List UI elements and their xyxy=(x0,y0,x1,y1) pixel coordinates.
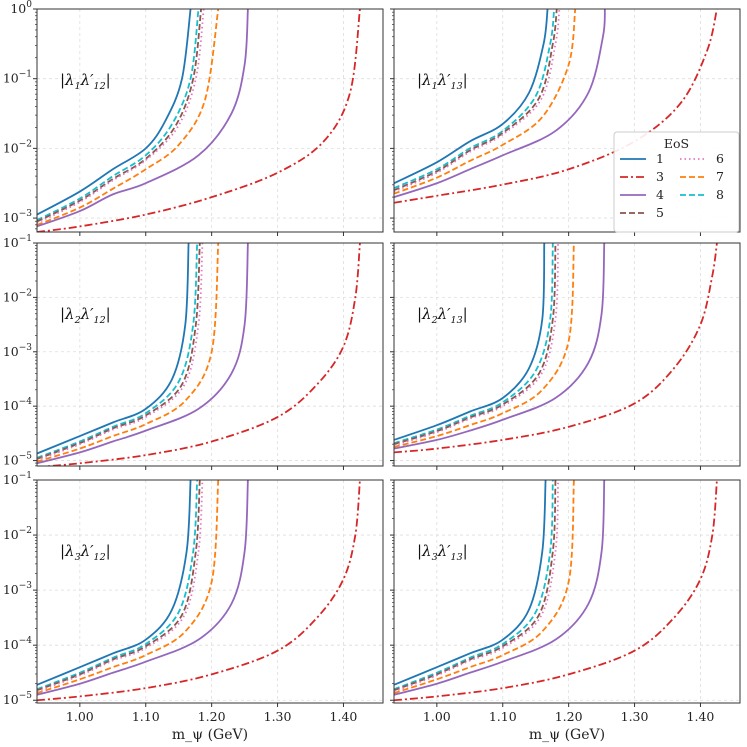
panel-frame xyxy=(393,8,741,233)
series-line-eos-8 xyxy=(37,9,200,221)
panel-label: |λ3λ′13| xyxy=(417,542,468,563)
legend-title: EoS xyxy=(664,136,689,151)
series-line-eos-3 xyxy=(394,243,718,454)
series-line-eos-7 xyxy=(394,480,575,694)
legend-label-eos-3: 3 xyxy=(656,169,664,184)
series-line-eos-4 xyxy=(37,9,249,228)
legend-label-eos-7: 7 xyxy=(716,169,724,184)
series-line-eos-4 xyxy=(37,480,249,696)
panel-label: |λ1λ′13| xyxy=(417,71,468,92)
x-tick-label: 1.10 xyxy=(489,709,517,724)
series-line-eos-3 xyxy=(394,9,718,204)
y-tick-label: 10−5 xyxy=(3,452,32,468)
series-line-eos-3 xyxy=(39,243,361,466)
series-line-eos-8 xyxy=(394,9,556,189)
series-line-eos-6 xyxy=(37,243,204,461)
x-tick-label: 1.30 xyxy=(621,709,649,724)
y-tick-label: 10−1 xyxy=(3,234,32,250)
y-tick-label: 10−2 xyxy=(3,526,32,542)
x-tick-label: 1.00 xyxy=(423,709,451,724)
series-line-eos-7 xyxy=(37,480,220,694)
legend-label-eos-6: 6 xyxy=(716,151,724,166)
series-line-eos-5 xyxy=(394,480,557,692)
panel-2-0: 10−5 10−4 10−3 10−2 10−1 1.00 1.10 1.20 1.30 1.40… xyxy=(3,471,384,743)
series-group xyxy=(394,9,718,204)
y-tick-label: 10−2 xyxy=(3,139,32,155)
legend-label-eos-8: 8 xyxy=(716,187,724,202)
x-tick-label: 1.10 xyxy=(132,709,160,724)
series-line-eos-4 xyxy=(37,243,249,465)
legend-label-eos-4: 4 xyxy=(656,187,664,202)
panel-0-0: 10−3 10−2 10−1 100 |λ1λ′12| xyxy=(3,0,384,236)
series-line-eos-5 xyxy=(394,243,557,446)
y-tick-label: 10−1 xyxy=(3,70,32,86)
series-group xyxy=(394,243,718,454)
series-line-eos-1 xyxy=(394,9,549,185)
panel-label: |λ2λ′12| xyxy=(60,305,111,326)
series-group xyxy=(37,243,361,466)
series-line-eos-8 xyxy=(37,243,199,459)
y-tick-label: 10−4 xyxy=(3,636,32,652)
series-line-eos-3 xyxy=(37,9,361,232)
x-axis-label: m_ψ (GeV) xyxy=(529,727,605,743)
y-tick-label: 100 xyxy=(10,0,32,16)
y-tick-label: 10−5 xyxy=(3,691,32,707)
y-tick-label: 10−2 xyxy=(3,288,32,304)
series-line-eos-3 xyxy=(394,480,718,702)
series-line-eos-1 xyxy=(37,9,192,216)
series-line-eos-3 xyxy=(37,480,361,702)
series-line-eos-5 xyxy=(394,9,558,192)
x-tick-label: 1.20 xyxy=(555,709,583,724)
series-line-eos-8 xyxy=(37,480,199,691)
series-line-eos-1 xyxy=(37,480,192,686)
x-tick-label: 1.30 xyxy=(264,709,292,724)
y-tick-label: 10−4 xyxy=(3,397,32,413)
series-line-eos-7 xyxy=(37,9,220,226)
panel-1-1: |λ2λ′13| xyxy=(390,242,741,470)
panel-frame xyxy=(393,479,741,704)
series-line-eos-1 xyxy=(37,243,190,455)
x-tick-label: 1.00 xyxy=(66,709,94,724)
legend-label-eos-1: 1 xyxy=(656,151,664,166)
series-group xyxy=(37,9,361,232)
series-line-eos-1 xyxy=(394,243,546,441)
x-axis-label: m_ψ (GeV) xyxy=(172,727,248,743)
series-line-eos-7 xyxy=(394,9,577,195)
x-tick-label: 1.40 xyxy=(330,709,358,724)
series-line-eos-6 xyxy=(394,480,559,693)
y-tick-label: 10−1 xyxy=(3,471,32,487)
series-line-eos-8 xyxy=(394,243,554,445)
series-line-eos-4 xyxy=(394,480,606,696)
series-line-eos-4 xyxy=(394,9,606,199)
series-group xyxy=(37,480,361,702)
panel-0-1: |λ1λ′13| xyxy=(390,8,741,236)
series-group xyxy=(394,480,718,702)
panel-frame xyxy=(36,479,384,704)
panel-label: |λ1λ′12| xyxy=(60,71,111,92)
panel-label: |λ3λ′12| xyxy=(60,542,111,563)
series-line-eos-1 xyxy=(394,480,547,686)
legend-box xyxy=(613,131,740,233)
series-line-eos-7 xyxy=(37,243,220,463)
panel-label: |λ2λ′13| xyxy=(417,305,468,326)
panel-frame xyxy=(36,8,384,233)
panel-1-0: 10−5 10−4 10−3 10−2 10−1 |λ2λ′12| xyxy=(3,234,384,470)
series-line-eos-5 xyxy=(37,9,202,223)
y-tick-label: 10−3 xyxy=(3,209,32,225)
y-tick-label: 10−3 xyxy=(3,343,32,359)
series-line-eos-8 xyxy=(394,480,554,691)
panel-2-1: 1.00 1.10 1.20 1.30 1.40 m_ψ (GeV) |λ3λ′13| xyxy=(390,479,741,743)
x-tick-label: 1.40 xyxy=(687,709,715,724)
series-line-eos-4 xyxy=(394,243,606,450)
series-line-eos-6 xyxy=(37,480,204,693)
y-tick-label: 10−3 xyxy=(3,581,32,597)
legend-label-eos-5: 5 xyxy=(656,205,664,220)
x-tick-label: 1.20 xyxy=(198,709,226,724)
series-line-eos-5 xyxy=(37,480,201,692)
series-line-eos-5 xyxy=(37,243,201,460)
